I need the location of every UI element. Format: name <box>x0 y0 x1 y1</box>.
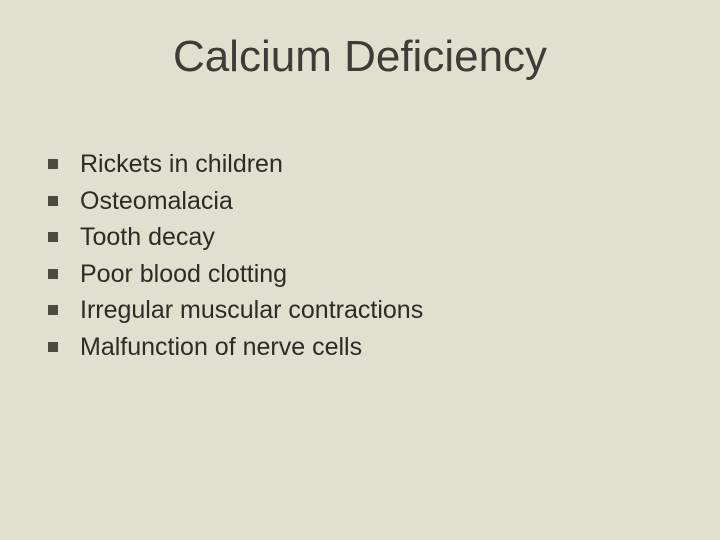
list-item: Osteomalacia <box>48 185 423 218</box>
list-item-text: Rickets in children <box>80 148 283 181</box>
list-item-text: Malfunction of nerve cells <box>80 331 362 364</box>
square-bullet-icon <box>48 305 58 315</box>
list-item-text: Irregular muscular contractions <box>80 294 423 327</box>
list-item: Tooth decay <box>48 221 423 254</box>
list-item: Malfunction of nerve cells <box>48 331 423 364</box>
square-bullet-icon <box>48 159 58 169</box>
list-item: Rickets in children <box>48 148 423 181</box>
square-bullet-icon <box>48 232 58 242</box>
square-bullet-icon <box>48 342 58 352</box>
list-item-text: Tooth decay <box>80 221 215 254</box>
square-bullet-icon <box>48 196 58 206</box>
square-bullet-icon <box>48 269 58 279</box>
bullet-list: Rickets in children Osteomalacia Tooth d… <box>48 148 423 367</box>
list-item-text: Poor blood clotting <box>80 258 287 291</box>
list-item: Irregular muscular contractions <box>48 294 423 327</box>
slide: Calcium Deficiency Rickets in children O… <box>0 0 720 540</box>
slide-title: Calcium Deficiency <box>0 32 720 82</box>
list-item-text: Osteomalacia <box>80 185 233 218</box>
list-item: Poor blood clotting <box>48 258 423 291</box>
